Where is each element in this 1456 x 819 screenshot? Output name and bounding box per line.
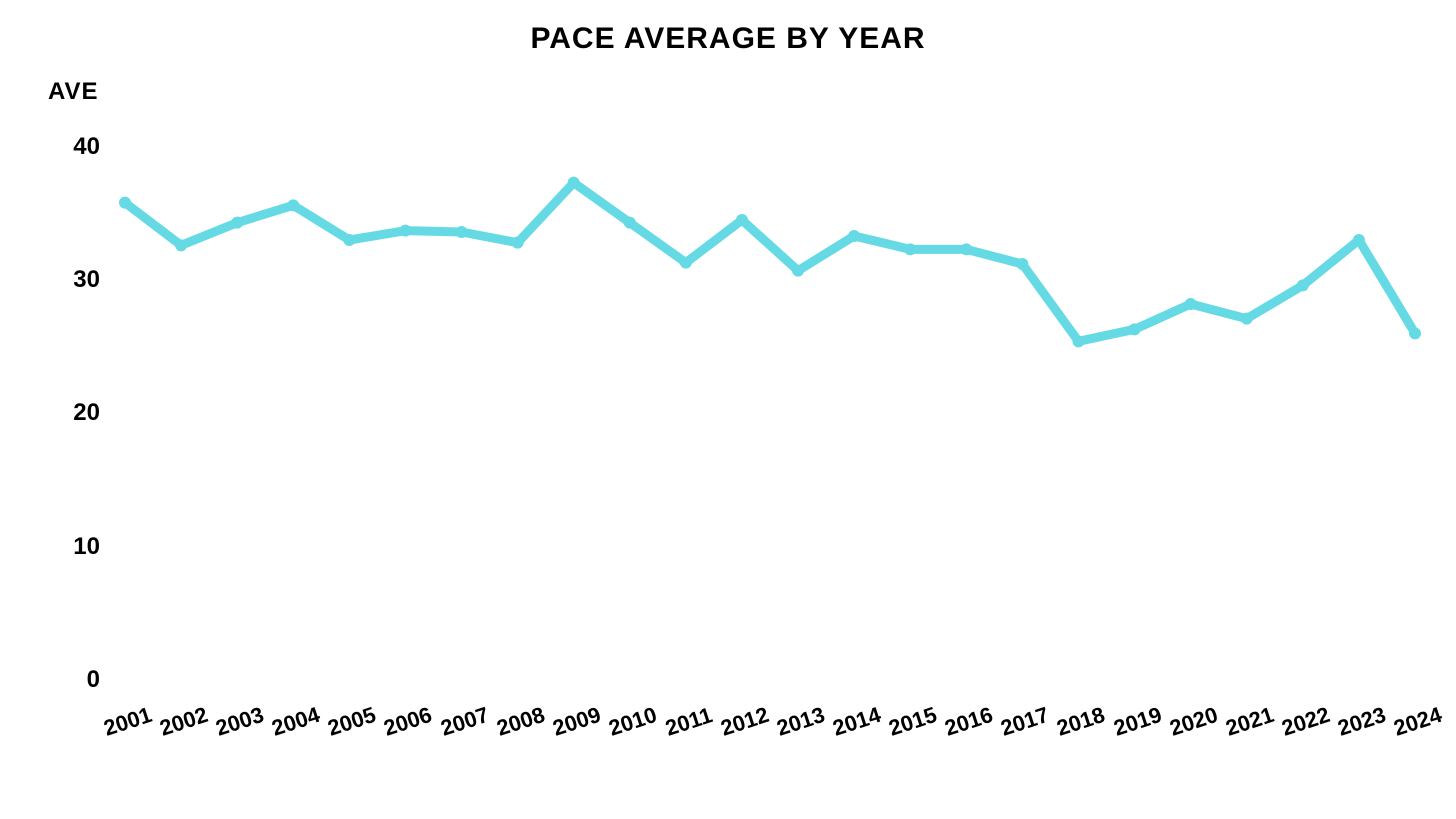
data-point	[456, 226, 468, 238]
data-point	[399, 225, 411, 237]
data-point	[1353, 234, 1365, 246]
chart-container: PACE AVERAGE BY YEAR AVE 010203040200120…	[0, 0, 1456, 819]
data-point	[1129, 323, 1141, 335]
data-point	[904, 243, 916, 255]
data-point	[512, 237, 524, 249]
data-point	[1185, 298, 1197, 310]
data-point	[792, 265, 804, 277]
data-point	[175, 239, 187, 251]
data-point	[848, 230, 860, 242]
data-point	[231, 217, 243, 229]
line-series	[0, 0, 1456, 819]
data-point	[343, 234, 355, 246]
data-point	[1072, 335, 1084, 347]
data-point	[1409, 327, 1421, 339]
data-point	[680, 257, 692, 269]
data-point	[1297, 279, 1309, 291]
data-point	[119, 197, 131, 209]
data-point	[287, 199, 299, 211]
data-point	[1241, 313, 1253, 325]
data-point	[960, 243, 972, 255]
data-point	[1016, 258, 1028, 270]
data-point	[736, 214, 748, 226]
data-point	[624, 217, 636, 229]
data-point	[568, 177, 580, 189]
